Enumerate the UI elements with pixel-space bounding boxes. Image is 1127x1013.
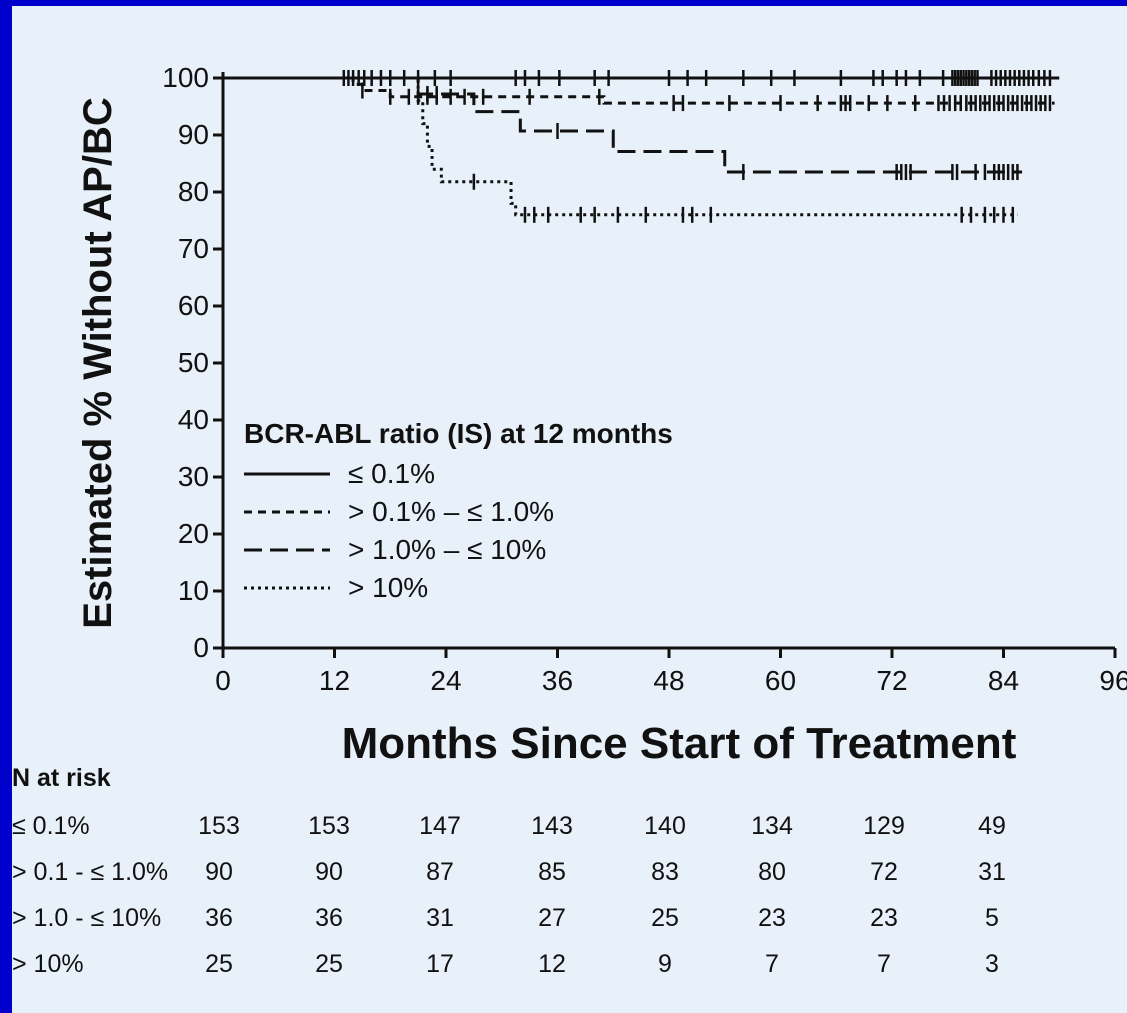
risk-cell: 27	[538, 904, 566, 932]
y-tick-label: 60	[178, 290, 209, 321]
y-tick-label: 30	[178, 461, 209, 492]
x-tick-label: 84	[988, 665, 1019, 696]
x-tick-label: 72	[876, 665, 907, 696]
y-tick-label: 0	[193, 632, 209, 663]
x-axis-label: Months Since Start of Treatment	[342, 719, 1017, 766]
risk-row: > 1.0 - ≤ 10% 36 36 31 27 25 23 23 5	[12, 904, 1127, 944]
risk-cell: 17	[426, 950, 454, 978]
legend-label-1: ≤ 0.1%	[348, 458, 435, 489]
risk-cell: 80	[758, 858, 786, 886]
risk-cell: 140	[644, 812, 686, 840]
y-tick-label: 90	[178, 119, 209, 150]
risk-cell: 23	[870, 904, 898, 932]
risk-cell: 25	[315, 950, 343, 978]
risk-cell: 31	[978, 858, 1006, 886]
x-tick-label: 12	[319, 665, 350, 696]
risk-cell: 129	[863, 812, 905, 840]
series-line-2	[223, 76, 1055, 105]
x-tick-label: 96	[1099, 665, 1127, 696]
risk-cell: 7	[765, 950, 779, 978]
risk-row: ≤ 0.1% 153 153 147 143 140 134 129 49	[12, 812, 1127, 852]
y-tick-label: 10	[178, 575, 209, 606]
risk-cell: 49	[978, 812, 1006, 840]
risk-cell: 7	[877, 950, 891, 978]
risk-cell: 25	[205, 950, 233, 978]
km-plot: 0 10 20 30 40 50 60 70 80 90 100 0 12 24 36 48 60 72 84 96 E…	[76, 62, 1127, 766]
risk-cell: 36	[315, 904, 343, 932]
risk-row-label: > 10%	[12, 950, 84, 978]
risk-cell: 90	[315, 858, 343, 886]
legend-label-3: > 1.0% – ≤ 10%	[348, 534, 546, 565]
risk-row-label: ≤ 0.1%	[12, 812, 90, 840]
risk-cell: 72	[870, 858, 898, 886]
legend-title: BCR-ABL ratio (IS) at 12 months	[244, 418, 673, 449]
risk-cell: 25	[651, 904, 679, 932]
risk-row-label: > 0.1 - ≤ 1.0%	[12, 858, 169, 886]
risk-cell: 36	[205, 904, 233, 932]
risk-cell: 153	[198, 812, 240, 840]
risk-cell: 12	[538, 950, 566, 978]
risk-cell: 87	[426, 858, 454, 886]
legend-label-4: > 10%	[348, 572, 428, 603]
risk-cell: 143	[531, 812, 573, 840]
risk-table-title: N at risk	[12, 764, 111, 792]
risk-cell: 5	[985, 904, 999, 932]
risk-cell: 90	[205, 858, 233, 886]
y-tick-label: 40	[178, 404, 209, 435]
risk-cell: 9	[658, 950, 672, 978]
x-tick-label: 60	[765, 665, 796, 696]
risk-cell: 3	[985, 950, 999, 978]
y-tick-label: 70	[178, 233, 209, 264]
series-line-3	[223, 76, 1023, 174]
risk-cell: 147	[419, 812, 461, 840]
risk-cell: 83	[651, 858, 679, 886]
risk-cell: 134	[751, 812, 793, 840]
y-tick-label: 20	[178, 518, 209, 549]
risk-row: > 0.1 - ≤ 1.0% 90 90 87 85 83 80 72 31	[12, 858, 1127, 898]
x-tick-label: 24	[430, 665, 461, 696]
risk-cell: 153	[308, 812, 350, 840]
risk-cell: 31	[426, 904, 454, 932]
x-tick-label: 0	[215, 665, 231, 696]
chart-panel: 0 10 20 30 40 50 60 70 80 90 100 0 12 24 36 48 60 72 84 96 E…	[12, 6, 1127, 1013]
y-tick-label: 50	[178, 347, 209, 378]
series-line-4	[223, 76, 1018, 217]
y-tick-label: 100	[162, 62, 209, 93]
risk-row: > 10% 25 25 17 12 9 7 7 3	[12, 950, 1127, 990]
risk-cell: 85	[538, 858, 566, 886]
legend-label-2: > 0.1% – ≤ 1.0%	[348, 496, 554, 527]
risk-row-label: > 1.0 - ≤ 10%	[12, 904, 162, 932]
risk-cell: 23	[758, 904, 786, 932]
x-tick-label: 48	[653, 665, 684, 696]
y-tick-label: 80	[178, 176, 209, 207]
y-axis-label: Estimated % Without AP/BC	[76, 97, 120, 629]
x-tick-label: 36	[542, 665, 573, 696]
